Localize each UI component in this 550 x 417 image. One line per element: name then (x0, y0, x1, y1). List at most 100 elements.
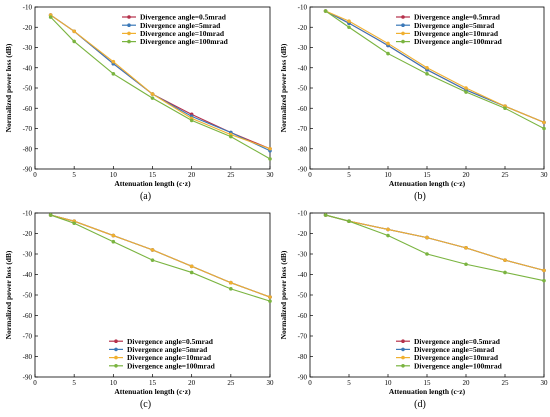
legend-entry-label: Divergence angle=10mrad (414, 353, 499, 362)
data-point (425, 252, 429, 256)
y-tick-label: -60 (298, 105, 308, 113)
data-point (542, 278, 546, 283)
data-point (464, 246, 468, 250)
legend-swatch-marker (114, 355, 118, 360)
y-tick-label: -20 (23, 230, 33, 238)
x-tick-label: 20 (188, 379, 196, 387)
y-tick-label: -10 (298, 4, 308, 12)
x-tick-label: 15 (149, 379, 157, 387)
x-tick-label: 30 (267, 379, 275, 387)
x-tick-label: 0 (33, 171, 37, 179)
legend-entry-label: Divergence angle=10mrad (414, 29, 499, 38)
x-axis-label: Attenuation length (c·z) (389, 387, 466, 396)
x-tick-label: 30 (267, 171, 275, 179)
data-point (111, 59, 116, 64)
chart-panel-4: 0 5 10 15 20 25 30 -10 -20 -30 -40 -50 -60 -70 -80 -90 A… (279, 210, 548, 411)
x-tick-label: 0 (33, 379, 37, 387)
x-tick-label: 20 (463, 379, 471, 387)
y-tick-label: -20 (298, 24, 308, 32)
y-tick-label: -30 (23, 251, 33, 259)
legend-entry-label: Divergence angle=100mrad (414, 361, 503, 370)
chart-panel-2: 0 5 10 15 20 25 30 -10 -20 -30 -40 -50 -60 -70 -80 -90 A… (279, 4, 548, 203)
y-tick-label: -70 (298, 333, 308, 341)
x-tick-label: 25 (502, 171, 510, 179)
legend-swatch-marker (127, 31, 131, 36)
legend-swatch-marker (401, 31, 405, 36)
x-tick-label: 10 (385, 379, 393, 387)
legend-swatch-marker (401, 339, 405, 344)
y-tick-label: -80 (298, 353, 308, 361)
data-point (72, 221, 76, 226)
y-axis-label: Normalized power loss (dB) (279, 43, 288, 132)
data-point (503, 258, 507, 262)
y-tick-label: -60 (23, 105, 33, 113)
data-point (150, 92, 155, 96)
y-tick-label: -10 (298, 210, 308, 218)
data-point (386, 233, 390, 238)
data-point (386, 227, 390, 232)
data-point (150, 96, 155, 100)
legend-entry-label: Divergence angle=0.5mrad (414, 13, 501, 22)
y-tick-label: -60 (298, 312, 308, 320)
data-point (268, 157, 272, 161)
x-tick-label: 5 (347, 379, 351, 387)
legend-swatch-marker (401, 15, 405, 19)
x-axis-label: Attenuation length (c·z) (114, 179, 191, 188)
legend-entry-label: Divergence angle=100mrad (414, 37, 503, 46)
data-point (503, 270, 507, 275)
data-point (464, 86, 468, 90)
legend-entry-label: Divergence angle=100mrad (127, 361, 216, 370)
data-point (503, 106, 507, 111)
data-point (150, 248, 155, 252)
data-point (542, 120, 546, 125)
legend-entry-label: Divergence angle=0.5mrad (140, 13, 227, 22)
y-tick-label: -90 (298, 374, 308, 382)
data-point (189, 270, 194, 275)
x-tick-label: 10 (110, 171, 118, 179)
panel-label: (a) (140, 191, 151, 202)
legend-entry-label: Divergence angle=5mrad (414, 21, 495, 30)
data-point (268, 146, 272, 151)
x-tick-label: 5 (347, 171, 351, 179)
panel-label: (c) (140, 399, 151, 410)
data-point (542, 268, 546, 273)
y-tick-label: -50 (298, 292, 308, 300)
x-tick-label: 25 (502, 379, 510, 387)
y-tick-label: -40 (298, 64, 308, 72)
data-point (111, 239, 116, 244)
legend-swatch-marker (127, 15, 131, 19)
x-tick-label: 20 (463, 171, 471, 179)
legend-entry-label: Divergence angle=0.5mrad (414, 337, 501, 346)
y-axis-label: Normalized power loss (dB) (4, 43, 13, 132)
legend-entry-label: Divergence angle=10mrad (140, 29, 225, 38)
series-line-4 (50, 214, 271, 302)
y-axis-label: Normalized power loss (dB) (4, 250, 13, 339)
y-tick-label: -80 (298, 145, 308, 153)
legend-entry-label: Divergence angle=100mrad (140, 37, 229, 46)
y-tick-label: -50 (23, 292, 33, 300)
legend-entry-label: Divergence angle=5mrad (414, 345, 495, 354)
data-point (323, 9, 328, 13)
y-tick-label: -40 (23, 271, 33, 279)
chart-panel-3: 0 5 10 15 20 25 30 -10 -20 -30 -40 -50 -60 -70 -80 -90 A… (4, 210, 274, 411)
x-axis-label: Attenuation length (c·z) (389, 179, 466, 188)
data-point (72, 39, 76, 44)
legend-swatch-marker (401, 39, 405, 44)
legend-swatch-marker (127, 39, 131, 44)
legend-entry-label: Divergence angle=0.5mrad (127, 337, 214, 346)
legend-swatch-marker (401, 355, 405, 360)
data-point (229, 134, 233, 139)
x-tick-label: 5 (72, 171, 76, 179)
series-line-3 (325, 214, 545, 271)
data-point (48, 15, 53, 19)
legend-entry-label: Divergence angle=5mrad (127, 345, 208, 354)
data-point (386, 51, 390, 56)
data-point (347, 219, 351, 223)
y-tick-label: -10 (23, 4, 33, 12)
data-point (425, 235, 429, 240)
y-tick-label: -70 (23, 125, 33, 133)
x-tick-label: 15 (424, 379, 432, 387)
data-point (386, 41, 390, 46)
data-point (347, 25, 351, 30)
